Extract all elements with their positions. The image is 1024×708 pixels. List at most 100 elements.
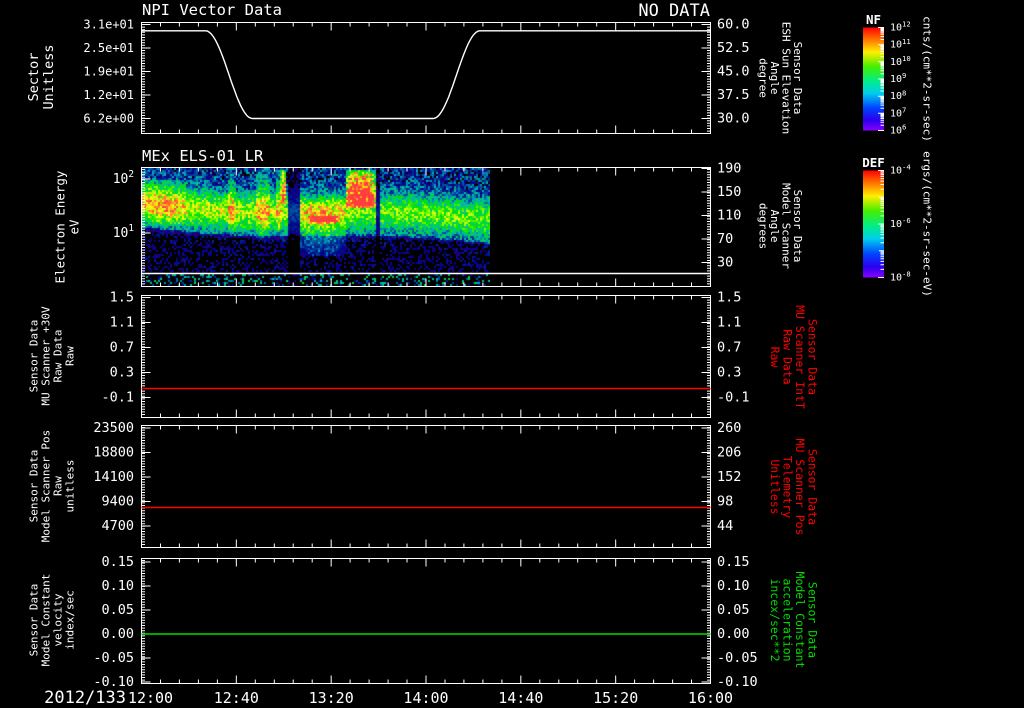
colorbar-tick-label: 108 xyxy=(890,88,906,102)
p5-left-label: Sensor DataModel Constantvelocityindex/s… xyxy=(28,574,77,667)
y-tick-labels: 3.1e+01 2.5e+01 1.9e+01 1.2e+01 6.2e+00 60.0 5… xyxy=(83,17,757,691)
p2-left-tick: 102 xyxy=(113,169,134,187)
p4-left-tick: 14100 xyxy=(93,469,134,485)
p5-left-tick: -0.10 xyxy=(93,674,134,690)
def-colorbar: DEF 10-4 10-6 10-8 ergs/(cm**2-sr-sec-eV) xyxy=(862,151,933,297)
p4-right-tick: 98 xyxy=(717,494,733,510)
colorbar-tick-label: 1010 xyxy=(890,54,911,68)
p3-left-label: Sensor DataMU Scanner +30VRaw DataRaw xyxy=(28,306,77,406)
p5-right-label: Sensor DataModel Constantaccelerationinc… xyxy=(768,572,820,669)
x-axis-labels: 2012/133 12:00 12:40 13:20 14:00 14:40 15:20 16… xyxy=(44,688,733,708)
p1-right-tick: 37.5 xyxy=(717,87,750,103)
colorbar-tick-label: 1011 xyxy=(890,36,911,50)
p5-right-tick: -0.10 xyxy=(717,674,758,690)
p1-left-tick: 2.5e+01 xyxy=(83,41,134,55)
time-tick-label: 15:20 xyxy=(593,689,638,707)
p3-left-tick: 0.3 xyxy=(110,365,134,381)
panel-ticks xyxy=(141,425,711,548)
p1-right-tick: 45.0 xyxy=(717,64,750,80)
time-tick-label: 14:00 xyxy=(403,689,448,707)
p1-right-tick: 30.0 xyxy=(717,111,750,127)
p3-right-tick: 0.7 xyxy=(717,340,741,356)
panel-npi-vector-axes xyxy=(141,22,711,134)
panel-ticks xyxy=(141,558,711,684)
panel-mu-scanner-30v-frame xyxy=(141,295,711,418)
p1-left-label: SectorUnitless xyxy=(26,44,57,109)
p5-right-tick: -0.05 xyxy=(717,650,758,666)
panel-ticks xyxy=(141,295,711,418)
p5-left-tick: 0.15 xyxy=(101,554,134,570)
colorbar-tick-label: 10-6 xyxy=(890,216,911,230)
p5-left-tick: 0.00 xyxy=(101,626,134,642)
esh-sun-elevation-curve xyxy=(141,30,711,120)
panel-npi-series xyxy=(141,30,711,120)
p3-left-tick: 0.7 xyxy=(110,340,134,356)
panel-model-constant-velocity-frame xyxy=(141,558,711,684)
p5-left-tick: -0.05 xyxy=(93,650,134,666)
time-tick-label: 16:00 xyxy=(688,689,733,707)
p4-right-tick: 44 xyxy=(717,518,733,534)
panel-els-frame xyxy=(141,167,711,287)
p3-left-tick: 1.5 xyxy=(110,290,134,306)
panel-model-constant-velocity-axes xyxy=(141,558,711,684)
colorbar-tick-label: 10-8 xyxy=(890,269,911,283)
colorbar-tick-label: 106 xyxy=(890,122,906,136)
p3-right-tick: -0.1 xyxy=(717,390,750,406)
p4-left-tick: 18800 xyxy=(93,445,134,461)
time-tick-label: 12:00 xyxy=(128,689,173,707)
p3-left-tick: -0.1 xyxy=(101,390,134,406)
p4-right-tick: 152 xyxy=(717,469,741,485)
colorbar-unit-label: ergs/(cm**2-sr-sec-eV) xyxy=(921,151,934,297)
p5-right-tick: 0.10 xyxy=(717,578,750,594)
panel-npi-vector-frame xyxy=(141,22,711,134)
p2-right-tick: 70 xyxy=(717,231,733,247)
rotated-axis-labels: SectorUnitless Electron EnergyeV Sensor Da… xyxy=(26,22,819,669)
colorbar-unit-label: cnts/(cm**2-sr-sec) xyxy=(921,16,934,142)
p3-right-tick: 1.5 xyxy=(717,290,741,306)
p1-left-tick: 1.9e+01 xyxy=(83,65,134,79)
no-data-label: NO DATA xyxy=(638,1,710,21)
p5-left-tick: 0.10 xyxy=(101,578,134,594)
time-tick-label: 13:20 xyxy=(309,689,354,707)
p2-left-label: Electron EnergyeV xyxy=(53,170,82,283)
panel-mu-scanner-30v-axes xyxy=(141,295,711,418)
p1-left-tick: 1.2e+01 xyxy=(83,88,134,102)
p1-right-label: Sensor DataESH Sun ElevationAngledegree xyxy=(756,22,804,135)
p5-left-tick: 0.05 xyxy=(101,602,134,618)
p4-right-tick: 206 xyxy=(717,445,741,461)
colorbar-ticks xyxy=(878,170,884,278)
panel-ticks xyxy=(141,22,711,134)
p2-right-label: Sensor DataModel ScannerAngledegrees xyxy=(756,183,804,269)
time-tick-label: 12:40 xyxy=(214,689,259,707)
p4-left-tick: 4700 xyxy=(101,518,134,534)
p2-right-tick: 150 xyxy=(717,184,741,200)
colorbar-tick-label: 1012 xyxy=(890,19,911,33)
p2-left-tick: 101 xyxy=(113,223,134,241)
p2-right-tick: 110 xyxy=(717,208,741,224)
colorbar-title: NF xyxy=(866,12,881,27)
p4-left-tick: 9400 xyxy=(101,494,134,510)
panel-els-axes xyxy=(141,167,711,287)
p3-right-label: Sensor DataMU Scanner IntTRaw DataRaw xyxy=(768,305,820,409)
els-spectrogram-image xyxy=(142,168,490,286)
p1-right-tick: 60.0 xyxy=(717,17,750,33)
p5-right-tick: 0.00 xyxy=(717,626,750,642)
p3-right-tick: 0.3 xyxy=(717,365,741,381)
p4-left-tick: 23500 xyxy=(93,420,134,436)
colorbar-title: DEF xyxy=(862,155,885,170)
time-tick-label: 14:40 xyxy=(498,689,543,707)
p1-left-tick: 3.1e+01 xyxy=(83,18,134,32)
p3-left-tick: 1.1 xyxy=(110,315,134,331)
p4-right-tick: 260 xyxy=(717,420,741,436)
p2-right-tick: 30 xyxy=(717,255,733,271)
panel-model-scanner-pos-frame xyxy=(141,425,711,548)
panel-ticks xyxy=(141,167,711,287)
panel1-title: NPI Vector Data xyxy=(142,1,282,19)
p1-right-tick: 52.5 xyxy=(717,40,750,56)
titles: NPI Vector Data NO DATA MEx ELS-01 LR xyxy=(142,1,710,165)
p5-right-tick: 0.05 xyxy=(717,602,750,618)
colorbar-tick-label: 107 xyxy=(890,105,906,119)
p4-left-label: Sensor DataModel Scanner PosRawunitless xyxy=(28,430,77,543)
